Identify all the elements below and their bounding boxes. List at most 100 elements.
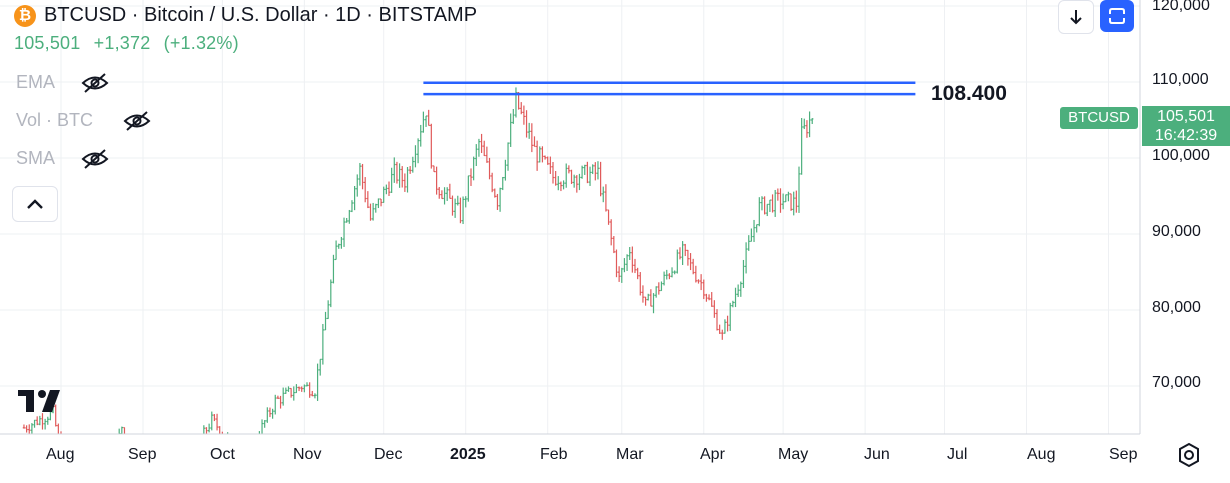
ohlc-bar	[424, 115, 428, 127]
ohlc-bar	[702, 279, 705, 300]
ohlc-bar	[641, 285, 645, 303]
ohlc-bar	[636, 267, 639, 280]
ohlc-bar	[118, 428, 121, 435]
ohlc-bar	[472, 156, 475, 181]
ohlc-bar	[289, 387, 293, 398]
ohlc-bar	[697, 279, 700, 284]
ohlc-bar	[369, 203, 372, 221]
ohlc-bar	[541, 146, 544, 163]
ohlc-bar	[620, 267, 623, 283]
ohlc-bar	[308, 382, 311, 398]
ohlc-bar	[366, 191, 370, 209]
ohlc-bar	[572, 174, 576, 188]
horizontal-lines[interactable]	[423, 81, 916, 96]
ohlc-bar	[377, 198, 380, 209]
ohlc-bar	[781, 193, 785, 210]
symbol-header: ₿ BTCUSD · Bitcoin / U.S. Dollar · 1D · …	[14, 4, 477, 54]
ohlc-bar	[676, 249, 679, 274]
ohlc-bar	[213, 414, 216, 422]
ohlc-bar	[800, 117, 803, 175]
ohlc-bar	[329, 279, 333, 308]
ohlc-bar	[356, 174, 359, 197]
ohlc-bar	[580, 165, 584, 179]
price-change-percent: (+1.32%)	[163, 33, 239, 53]
ohlc-bar	[358, 162, 362, 186]
ohlc-bar	[43, 418, 47, 430]
ohlc-bar	[395, 161, 399, 184]
ohlc-bar	[57, 423, 59, 434]
eye-crossed-icon[interactable]	[80, 148, 110, 170]
ohlc-bar	[440, 190, 444, 200]
ohlc-bar	[427, 109, 430, 127]
last-price-tag-value: 105,501	[1157, 108, 1215, 125]
ohlc-bar	[340, 236, 343, 249]
tradingview-logo	[18, 388, 66, 421]
ohlc-bar	[591, 164, 594, 175]
ohlc-bar	[337, 243, 340, 249]
ohlc-bar	[729, 302, 732, 331]
ohlc-bar	[684, 243, 687, 257]
ohlc-bar	[660, 281, 663, 292]
ohlc-bar	[787, 191, 790, 202]
ohlc-bar	[520, 102, 523, 115]
indicator-label: Vol · BTC	[16, 110, 94, 130]
ohlc-bar	[297, 386, 301, 392]
ohlc-bar	[670, 267, 674, 278]
ohlc-bar	[771, 194, 774, 213]
x-tick-label: Aug	[1027, 446, 1056, 463]
last-price-tag: 105,501 16:42:39	[1142, 106, 1230, 146]
ohlc-bar	[498, 187, 502, 212]
download-button[interactable]	[1058, 0, 1094, 34]
x-tick-label: Jun	[864, 446, 890, 463]
eye-crossed-icon[interactable]	[122, 110, 152, 132]
ohlc-bar	[419, 124, 422, 147]
ohlc-bar	[483, 140, 486, 157]
ohlc-bar	[713, 300, 716, 318]
collapse-indicators-button[interactable]	[12, 186, 58, 222]
eye-crossed-icon[interactable]	[80, 72, 110, 94]
ohlc-bar	[504, 159, 507, 181]
ohlc-bar	[689, 253, 692, 271]
ohlc-bar	[567, 165, 571, 174]
ohlc-bar	[694, 265, 698, 283]
indicator-sma[interactable]: SMA	[16, 148, 109, 169]
ohlc-bar	[811, 118, 814, 125]
ohlc-bar	[28, 424, 31, 434]
ohlc-bar	[350, 200, 354, 213]
ohlc-bars	[22, 87, 814, 435]
ohlc-bar	[784, 194, 787, 203]
selection-button[interactable]	[1100, 0, 1134, 32]
horizontal-line-label: 108.400	[931, 82, 1007, 105]
y-tick-label: 120,000	[1152, 0, 1210, 14]
ohlc-bar	[475, 144, 478, 166]
ohlc-bar	[549, 156, 552, 174]
ohlc-bar	[699, 274, 703, 291]
ohlc-bar	[736, 284, 740, 297]
settings-gear-icon[interactable]	[1176, 442, 1202, 468]
indicator-volume[interactable]: Vol · BTC	[16, 110, 151, 131]
ohlc-bar	[662, 271, 666, 286]
ohlc-bar	[607, 209, 610, 225]
ohlc-bar	[760, 196, 764, 211]
x-tick-label: Mar	[616, 446, 644, 463]
symbol-title[interactable]: BTCUSD · Bitcoin / U.S. Dollar · 1D · BI…	[44, 4, 478, 26]
ohlc-bar	[538, 146, 541, 163]
ohlc-bar	[403, 173, 407, 192]
ohlc-bar	[723, 319, 727, 334]
ohlc-bar	[371, 202, 375, 221]
indicator-ema[interactable]: EMA	[16, 72, 109, 93]
ohlc-bar	[469, 168, 473, 186]
ohlc-bar	[393, 157, 396, 183]
ohlc-bar	[33, 419, 36, 428]
ohlc-bar	[467, 175, 470, 202]
ohlc-bar	[551, 162, 555, 184]
ohlc-bar	[287, 386, 290, 392]
x-tick-label: Jul	[947, 446, 968, 463]
ohlc-bar	[633, 258, 637, 274]
ohlc-bar	[485, 146, 489, 163]
ohlc-bar	[210, 411, 213, 431]
ohlc-bar	[313, 393, 317, 399]
ohlc-bar	[488, 157, 491, 180]
ohlc-bar	[599, 161, 602, 197]
